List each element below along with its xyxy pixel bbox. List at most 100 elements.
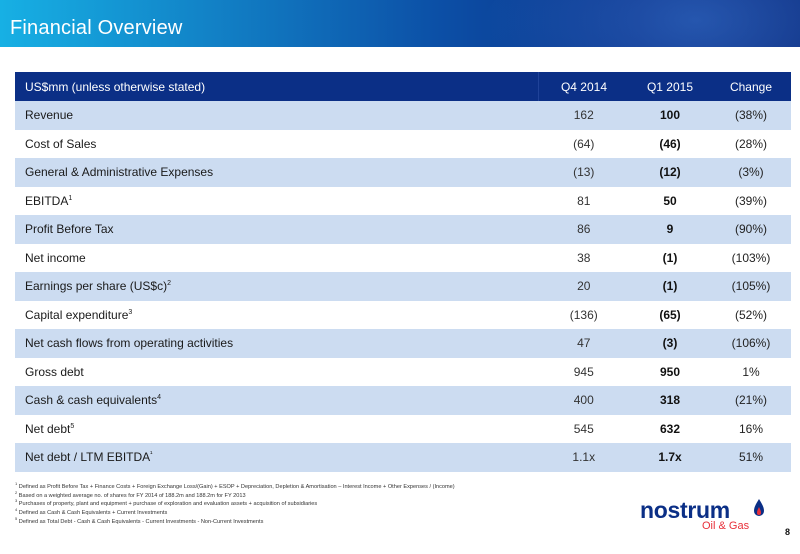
column-header-metric: US$mm (unless otherwise stated)	[15, 72, 539, 101]
financial-table: US$mm (unless otherwise stated) Q4 2014 …	[15, 72, 791, 472]
table-row: Earnings per share (US$c)2 20 (1) (105%)	[15, 272, 791, 301]
value-q1-2015: 50	[629, 186, 711, 215]
row-label: Net debt5	[15, 414, 539, 443]
table-row: Revenue 162 100 (38%)	[15, 101, 791, 130]
row-label: Net cash flows from operating activities	[15, 329, 539, 358]
row-label: Net debt / LTM EBITDA¹	[15, 443, 539, 472]
footnote: 3 Purchases of property, plant and equip…	[15, 498, 615, 509]
row-label-text: Profit Before Tax	[25, 222, 114, 237]
value-q4-2014: 162	[538, 101, 629, 130]
row-label-text: Gross debt	[25, 364, 84, 379]
row-label: Gross debt	[15, 357, 539, 386]
footnote-marker: 2	[167, 280, 171, 288]
page-title: Financial Overview	[10, 17, 183, 39]
value-q4-2014: 86	[538, 215, 629, 244]
value-change: (3%)	[711, 158, 791, 187]
value-q4-2014: 945	[538, 357, 629, 386]
table-row: Net income 38 (1) (103%)	[15, 243, 791, 272]
value-q1-2015: (1)	[629, 243, 711, 272]
value-q4-2014: (136)	[538, 300, 629, 329]
row-label: EBITDA1	[15, 186, 539, 215]
flame-drop-icon	[754, 499, 764, 516]
logo-wordmark: nostrum	[640, 497, 730, 523]
table-row: Net debt5 545 632 16%	[15, 414, 791, 443]
value-change: 1%	[711, 357, 791, 386]
row-label-text: EBITDA	[25, 193, 69, 208]
table-header-row: US$mm (unless otherwise stated) Q4 2014 …	[15, 72, 791, 101]
table-row: Cash & cash equivalents4 400 318 (21%)	[15, 386, 791, 415]
value-change: (21%)	[711, 386, 791, 415]
column-header-q1-2015: Q1 2015	[629, 72, 711, 101]
footnote-marker: 4	[157, 394, 161, 402]
row-label-text: General & Administrative Expenses	[25, 165, 214, 180]
row-label-text: Cash & cash equivalents	[25, 393, 158, 408]
footnotes: 1 Defined as Profit Before Tax + Finance…	[15, 482, 615, 527]
value-q4-2014: 81	[538, 186, 629, 215]
value-q4-2014: 1.1x	[538, 443, 629, 472]
row-label-text: Net income	[25, 250, 86, 265]
row-label-text: Capital expenditure	[25, 307, 129, 322]
row-label-text: Net debt / LTM EBITDA	[25, 450, 151, 465]
value-q4-2014: 20	[538, 272, 629, 301]
value-change: 16%	[711, 414, 791, 443]
footnote: 5 Defined as Total Debt - Cash & Cash Eq…	[15, 515, 615, 527]
column-header-change: Change	[711, 72, 791, 101]
row-label-text: Net cash flows from operating activities	[25, 336, 234, 351]
page-number: 8	[785, 527, 791, 537]
footnote-number: 5	[15, 515, 18, 521]
value-change: (106%)	[711, 329, 791, 358]
value-q1-2015: 9	[629, 215, 711, 244]
footnote-marker: 5	[70, 422, 75, 430]
table-row: Cost of Sales (64) (46) (28%)	[15, 129, 791, 158]
value-q4-2014: (13)	[538, 158, 629, 187]
row-label-text: Revenue	[25, 108, 74, 123]
value-q4-2014: 47	[538, 329, 629, 358]
value-q1-2015: (1)	[629, 272, 711, 301]
value-q1-2015: 950	[629, 357, 711, 386]
column-header-q4-2014: Q4 2014	[538, 72, 629, 101]
row-label-text: Earnings per share (US$c)	[25, 279, 168, 294]
row-label: Cost of Sales	[15, 129, 539, 158]
footnote-text: Defined as Cash & Cash Equivalents + Cur…	[18, 510, 168, 517]
value-q1-2015: (65)	[629, 300, 711, 329]
value-change: 51%	[711, 443, 791, 472]
logo-subtitle: Oil & Gas	[702, 520, 750, 532]
footnote-text: Based on a weighted average no. of share…	[18, 492, 246, 499]
footnote-marker: 1	[68, 194, 73, 202]
table-row: Gross debt 945 950 1%	[15, 357, 791, 386]
value-q1-2015: 1.7x	[629, 443, 711, 472]
table-body: Revenue 162 100 (38%) Cost of Sales (64) (46)(…	[15, 101, 791, 472]
value-q4-2014: (64)	[538, 129, 629, 158]
footnote-marker: 3	[128, 308, 133, 316]
row-label-text: Cost of Sales	[25, 136, 97, 151]
table-row: Profit Before Tax 86 9 (90%)	[15, 215, 791, 244]
value-q4-2014: 38	[538, 243, 629, 272]
footnote-number: 3	[15, 498, 18, 504]
value-change: (38%)	[711, 101, 791, 130]
value-q4-2014: 400	[538, 386, 629, 415]
value-q1-2015: (46)	[629, 129, 711, 158]
value-change: (52%)	[711, 300, 791, 329]
value-change: (103%)	[711, 243, 791, 272]
value-q1-2015: 632	[629, 414, 711, 443]
footnote: 2 Based on a weighted average no. of sha…	[15, 489, 615, 501]
row-label: Revenue	[15, 101, 539, 130]
title-bar: Financial Overview	[0, 0, 800, 47]
value-change: (39%)	[711, 186, 791, 215]
row-label: Earnings per share (US$c)2	[15, 272, 539, 301]
row-label: Cash & cash equivalents4	[15, 386, 539, 415]
row-label-text: Net debt	[25, 421, 71, 436]
table-row: EBITDA1 81 50 (39%)	[15, 186, 791, 215]
value-q1-2015: 318	[629, 386, 711, 415]
footnote-text: Defined as Total Debt - Cash & Cash Equi…	[18, 518, 264, 525]
footnote: 1 Defined as Profit Before Tax + Finance…	[15, 482, 615, 492]
row-label: Net income	[15, 243, 539, 272]
value-change: (28%)	[711, 129, 791, 158]
footnote: 4 Defined as Cash & Cash Equivalents + C…	[15, 507, 615, 518]
footnote-text: Defined as Profit Before Tax + Finance C…	[18, 484, 455, 490]
header-swoosh	[480, 0, 800, 47]
row-label: General & Administrative Expenses	[15, 158, 539, 187]
footnote-number: 2	[15, 489, 18, 495]
footnote-number: 4	[15, 507, 18, 513]
value-change: (90%)	[711, 215, 791, 244]
